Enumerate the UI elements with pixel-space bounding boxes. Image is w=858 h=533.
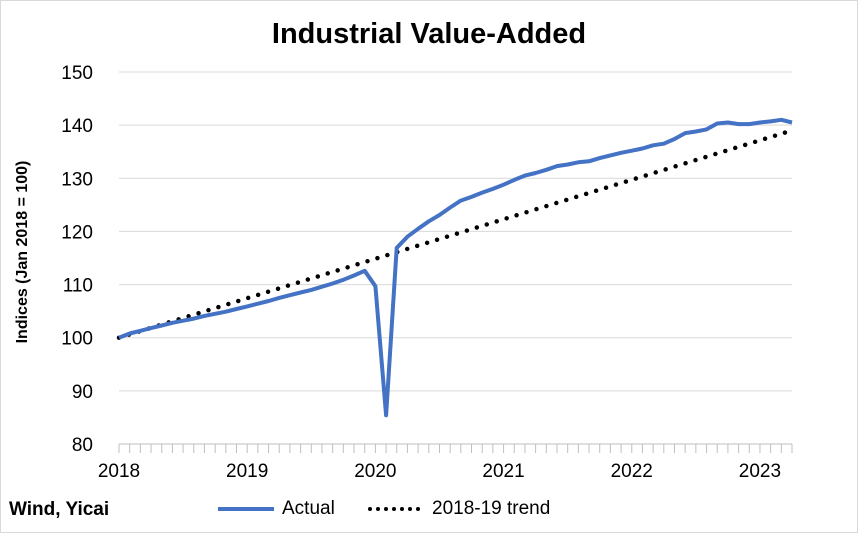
source-note: Wind, Yicai [9,499,110,520]
x-tick-label: 2019 [226,461,268,482]
y-tick-label: 140 [61,116,93,137]
legend-swatch-trend [368,507,424,511]
x-tick-label: 2022 [611,461,653,482]
y-tick-label: 90 [72,382,93,403]
y-tick-label: 120 [61,222,93,243]
series-line-actual [118,117,793,418]
x-tick-label: 2020 [354,461,396,482]
series-lines [116,117,795,418]
legend-label-actual: Actual [282,498,335,519]
x-tick-label: 2023 [739,461,781,482]
y-tick-label: 100 [61,329,93,350]
y-axis-label: Indices (Jan 2018 = 100) [14,161,31,344]
grid-lines [119,71,792,392]
series-line-trend [116,128,795,340]
y-tick-label: 110 [63,276,93,297]
y-tick-label: 130 [61,169,93,190]
x-tick-label: 2021 [482,461,524,482]
y-tick-label: 80 [72,435,93,456]
y-tick-label: 150 [61,63,93,84]
legend-swatch-actual [218,507,274,511]
x-axis: 2018 2019 2020 2021 2022 2023 [98,443,793,482]
legend-label-trend: 2018-19 trend [432,498,551,519]
legend-item-actual: Actual [218,498,335,520]
x-tick-label: 2018 [98,461,140,482]
chart-title: Industrial Value-Added [271,18,587,50]
legend-item-trend: 2018-19 trend [368,498,550,520]
y-tick-labels: 80 90 100 110 120 130 140 150 [61,63,93,456]
